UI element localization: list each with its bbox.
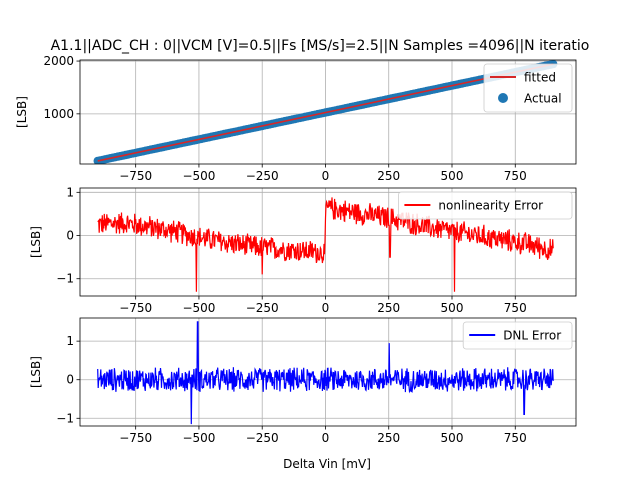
x-tick-label: 500 [441, 301, 464, 315]
axes-frame [79, 59, 577, 165]
y-tick-label: 2000 [43, 54, 74, 68]
y-axis-label: [LSB] [29, 356, 43, 388]
x-tick-label: 250 [377, 301, 400, 315]
x-tick-label: 750 [504, 169, 527, 183]
x-tick-label: −250 [246, 301, 279, 315]
x-tick-label: 250 [377, 431, 400, 445]
legend-box [397, 191, 573, 220]
x-tick-label: 500 [441, 431, 464, 445]
legend-box [462, 321, 573, 350]
subplot-nonlinearity: −750 −500 −250 0 250 500 750 −1 0 1 [LSB] nonlinear… [29, 185, 577, 315]
x-tick-label: 750 [504, 301, 527, 315]
x-tick-label: 500 [441, 169, 464, 183]
legend-transfer: fitted Actual [483, 63, 573, 113]
legend-label: Actual [524, 92, 562, 106]
y-tick-label: −1 [56, 272, 74, 286]
subplot-dnl: −750 −500 −250 0 250 500 750 −1 0 1 [LSB] DNL Error [29, 317, 577, 445]
y-axis-label: [LSB] [15, 96, 29, 128]
legend-nonlinearity: nonlinearity Error [397, 191, 573, 220]
x-tick-label: 0 [322, 431, 330, 445]
axes-frame [79, 317, 577, 427]
x-tick-label: −250 [246, 169, 279, 183]
x-tick-label: −750 [119, 301, 152, 315]
y-tick-label: 0 [66, 373, 74, 387]
x-tick-label: −500 [182, 431, 215, 445]
x-tick-label: −500 [182, 301, 215, 315]
x-tick-label: 750 [504, 431, 527, 445]
y-tick-label: 1 [66, 185, 74, 199]
x-tick-label: −500 [182, 169, 215, 183]
y-tick-label: 1 [66, 334, 74, 348]
x-axis-label: Delta Vin [mV] [283, 457, 371, 471]
y-tick-label: 1000 [43, 107, 74, 121]
legend-dnl: DNL Error [462, 321, 573, 350]
y-tick-label: −1 [56, 411, 74, 425]
x-tick-label: −250 [246, 431, 279, 445]
legend-label: fitted [524, 71, 556, 85]
axes-frame [79, 187, 577, 297]
nonlinearity-error-line [97, 197, 554, 292]
x-tick-label: −750 [119, 431, 152, 445]
plot-area-nonlinearity [97, 197, 554, 292]
dnl-error-line [97, 321, 554, 425]
y-tick-label: 0 [66, 229, 74, 243]
x-tick-label: 0 [322, 301, 330, 315]
figure-title: A1.1||ADC_CH : 0||VCM [V]=0.5||Fs [MS/s]… [51, 38, 590, 54]
y-axis-label: [LSB] [29, 226, 43, 258]
x-tick-label: 250 [377, 169, 400, 183]
plot-area-dnl [97, 321, 554, 425]
legend-label: DNL Error [503, 329, 561, 343]
fitted-line [97, 63, 554, 162]
legend-marker [498, 93, 508, 103]
subplot-transfer: −750 −500 −250 0 250 500 750 1000 2000 [LSB] fitte… [15, 54, 577, 183]
x-tick-label: −750 [119, 169, 152, 183]
legend-label: nonlinearity Error [438, 199, 543, 213]
x-tick-label: 0 [322, 169, 330, 183]
